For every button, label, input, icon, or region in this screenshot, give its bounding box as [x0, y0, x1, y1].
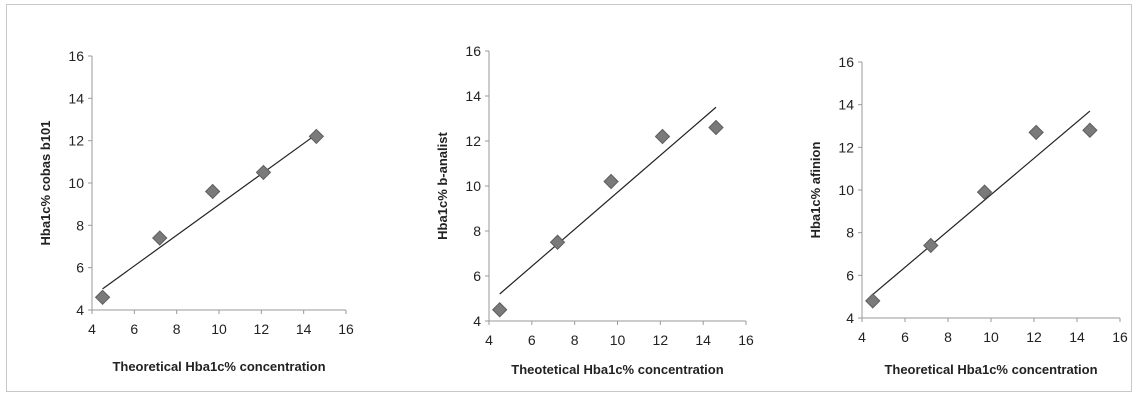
chart-1-x-tick-label: 14: [296, 321, 312, 337]
chart-2-data-point: [654, 128, 671, 145]
chart-2-trendline: [499, 106, 717, 295]
chart-3-y-tick-label: 8: [846, 225, 854, 241]
chart-3-y-tick-label: 12: [838, 139, 854, 155]
chart-1-y-tick-label: 16: [68, 48, 84, 64]
chart-1-data-point: [308, 128, 325, 145]
chart-3-data-point: [1028, 124, 1044, 141]
chart-1-y-axis-label: Hba1c% cobas b101: [38, 120, 53, 245]
chart-3-x-axis-label: Theoretical Hba1c% concentration: [884, 362, 1097, 377]
chart-2-y-tick-label: 12: [465, 133, 481, 149]
chart-1-data-point: [204, 183, 221, 200]
chart-2-y-tick-label: 6: [473, 268, 481, 284]
chart-1-x-axis-label: Theoretical Hba1c% concentration: [112, 359, 325, 374]
chart-2-x-tick-label: 10: [610, 332, 626, 348]
figure-frame: [6, 4, 1132, 392]
chart-3-y-tick-label: 6: [846, 267, 854, 283]
chart-3-x-tick-label: 14: [1069, 329, 1085, 345]
chart-3-x-tick-label: 6: [901, 329, 909, 345]
chart-1-x-tick-label: 12: [254, 321, 270, 337]
chart-2-x-tick-label: 4: [485, 332, 493, 348]
chart-2-y-axis-label: Hba1c% b-analist: [435, 132, 450, 240]
chart-2-x-tick-label: 14: [695, 332, 711, 348]
chart-3-trendline: [872, 110, 1091, 295]
chart-2-data-point: [549, 234, 566, 250]
chart-1-trendline: [102, 133, 317, 290]
chart-1-y-tick-label: 12: [68, 133, 84, 149]
chart-2-y-tick-label: 4: [473, 313, 481, 329]
chart-2-y-tick-label: 10: [465, 178, 481, 194]
chart-1-y-tick-label: 8: [76, 217, 84, 233]
chart-3-x-tick-label: 16: [1112, 329, 1128, 345]
chart-2-data-point: [603, 173, 619, 190]
chart-2-x-tick-label: 12: [653, 332, 669, 348]
chart-3-y-axis-label: Hba1c% afinion: [808, 142, 823, 239]
chart-3-x-tick-label: 4: [858, 329, 866, 345]
chart-1-x-tick-label: 6: [130, 321, 138, 337]
chart-1-x-tick-label: 8: [173, 321, 181, 337]
chart-3-y-tick-label: 4: [846, 310, 854, 326]
chart-1-x-tick-label: 4: [88, 321, 96, 337]
chart-3-data-point: [865, 293, 881, 309]
chart-3-x-tick-label: 12: [1026, 329, 1042, 345]
chart-2-y-tick-label: 8: [473, 223, 481, 239]
chart-3-x-tick-label: 10: [983, 329, 999, 345]
chart-1-y-tick-label: 10: [68, 175, 84, 191]
chart-3-y-tick-label: 10: [838, 182, 854, 198]
chart-3-y-tick-label: 14: [838, 97, 854, 113]
chart-1-x-tick-label: 16: [338, 321, 354, 337]
chart-2-x-axis-label: Theotetical Hba1c% concentration: [511, 362, 723, 377]
chart-2-y-tick-label: 14: [465, 88, 481, 104]
chart-3-data-point: [923, 237, 939, 254]
chart-3-data-point: [976, 184, 993, 200]
chart-1-y-tick-label: 6: [76, 260, 84, 276]
chart-1-data-point: [94, 289, 111, 306]
chart-1-data-point: [152, 230, 168, 246]
chart-2-data-point: [708, 119, 724, 136]
chart-1-data-point: [255, 164, 272, 181]
chart-3-x-tick-label: 8: [944, 329, 952, 345]
chart-1-y-tick-label: 4: [76, 302, 84, 318]
chart-2-data-point: [492, 302, 508, 318]
chart-3-y-tick-label: 16: [838, 54, 854, 70]
chart-2-y-tick-label: 16: [465, 43, 481, 59]
chart-2-x-tick-label: 6: [528, 332, 536, 348]
chart-1-x-tick-label: 10: [211, 321, 227, 337]
chart-1-y-tick-label: 14: [68, 90, 84, 106]
chart-2-x-tick-label: 16: [738, 332, 754, 348]
chart-3-data-point: [1082, 122, 1098, 138]
chart-2-x-tick-label: 8: [571, 332, 579, 348]
